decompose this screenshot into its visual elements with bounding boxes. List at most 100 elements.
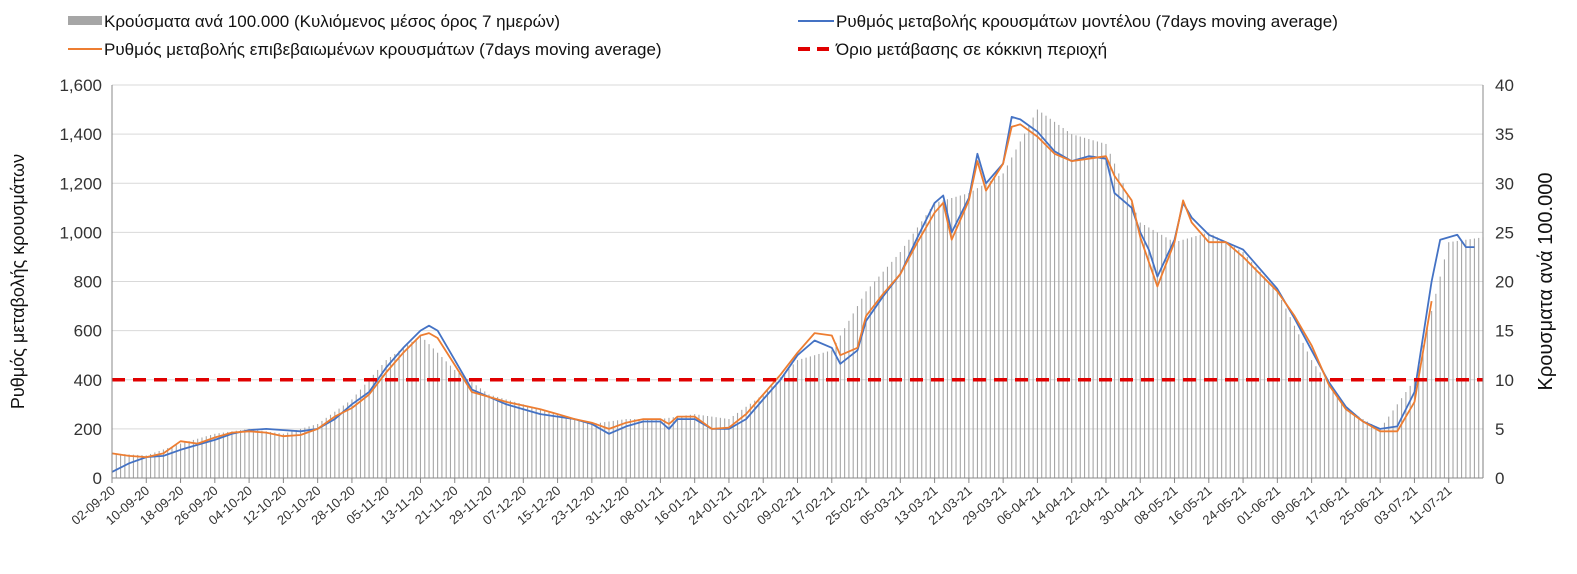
bar — [218, 433, 220, 478]
bar — [1413, 379, 1415, 478]
bar — [617, 420, 619, 478]
bar — [1379, 428, 1381, 479]
bar — [1002, 173, 1004, 478]
bar — [239, 430, 242, 478]
bar — [715, 417, 717, 478]
bar — [784, 373, 786, 478]
bar — [934, 202, 936, 478]
bar — [531, 406, 533, 478]
bar — [685, 415, 687, 478]
bar — [544, 410, 546, 478]
bar — [1319, 372, 1321, 478]
bar — [891, 261, 893, 478]
bar — [921, 221, 923, 478]
bar — [1328, 384, 1330, 478]
bar — [848, 320, 850, 478]
bar — [681, 415, 683, 478]
bar — [462, 376, 464, 478]
bar — [299, 428, 302, 479]
bar — [1169, 239, 1171, 478]
bar — [706, 415, 709, 478]
bar — [1341, 403, 1343, 478]
bar — [655, 419, 657, 478]
bar — [150, 453, 152, 478]
bar — [805, 357, 807, 478]
line-series — [111, 116, 1483, 473]
bar — [818, 353, 820, 478]
bar — [1036, 109, 1038, 478]
bar — [518, 403, 520, 478]
bar — [484, 391, 486, 478]
bar — [676, 416, 679, 478]
bar — [826, 351, 829, 478]
bar — [295, 430, 297, 478]
bar — [235, 430, 237, 478]
bar — [1122, 183, 1124, 478]
bar — [137, 454, 139, 478]
bar — [749, 403, 751, 478]
bar — [904, 245, 906, 478]
y-right-tick-label: 30 — [1495, 174, 1514, 193]
bar — [428, 344, 430, 478]
bar — [1293, 325, 1296, 478]
bar — [338, 408, 340, 478]
bar — [377, 369, 379, 478]
bar — [1461, 240, 1463, 478]
bar — [732, 415, 734, 478]
bar — [1251, 261, 1253, 478]
y-left-tick-label: 400 — [74, 371, 102, 390]
bar — [878, 276, 880, 478]
bar — [612, 420, 614, 478]
bar — [1101, 142, 1103, 478]
y-left-axis-title: Ρυθμός μεταβολής κρουσμάτων — [8, 154, 28, 409]
bar — [599, 422, 601, 478]
bar — [180, 443, 182, 478]
bar — [959, 195, 961, 478]
bar — [724, 418, 726, 478]
bar — [334, 411, 336, 478]
y-left-tick-label: 0 — [93, 469, 102, 488]
bar — [587, 422, 589, 478]
bar — [1401, 398, 1403, 478]
bar — [792, 364, 794, 478]
bar — [916, 227, 919, 478]
bar — [1208, 232, 1210, 479]
bar — [754, 400, 756, 478]
bar — [145, 455, 147, 478]
bar — [312, 425, 314, 478]
bar — [205, 436, 207, 478]
bar — [925, 215, 927, 478]
bar — [257, 430, 259, 478]
bar — [968, 193, 970, 478]
bar — [351, 399, 353, 478]
bar — [702, 415, 704, 478]
y-left-tick-label: 200 — [74, 420, 102, 439]
bar — [1135, 212, 1137, 478]
bar — [441, 357, 443, 478]
bar — [248, 428, 250, 479]
legend-label-threshold: Όριο μετάβασης σε κόκκινη περιοχή — [835, 40, 1107, 59]
bar — [1315, 366, 1317, 478]
bar — [1353, 414, 1356, 478]
bar — [1088, 139, 1090, 479]
bar — [501, 398, 503, 478]
bar — [261, 430, 263, 478]
bar — [1362, 419, 1364, 478]
bar — [1238, 249, 1240, 478]
bar — [432, 348, 434, 478]
bar — [771, 385, 773, 478]
bar — [604, 422, 606, 478]
bar — [621, 419, 623, 478]
bar — [402, 347, 404, 478]
bar — [209, 435, 212, 478]
bar — [535, 408, 537, 478]
bar — [728, 419, 730, 478]
y-left-tick-label: 1,600 — [59, 76, 102, 95]
bar — [899, 252, 901, 478]
bar — [664, 418, 666, 478]
bar — [1392, 410, 1394, 478]
bar — [998, 175, 1000, 478]
bar — [1084, 137, 1086, 478]
bar — [1375, 426, 1377, 478]
bar — [946, 199, 948, 478]
